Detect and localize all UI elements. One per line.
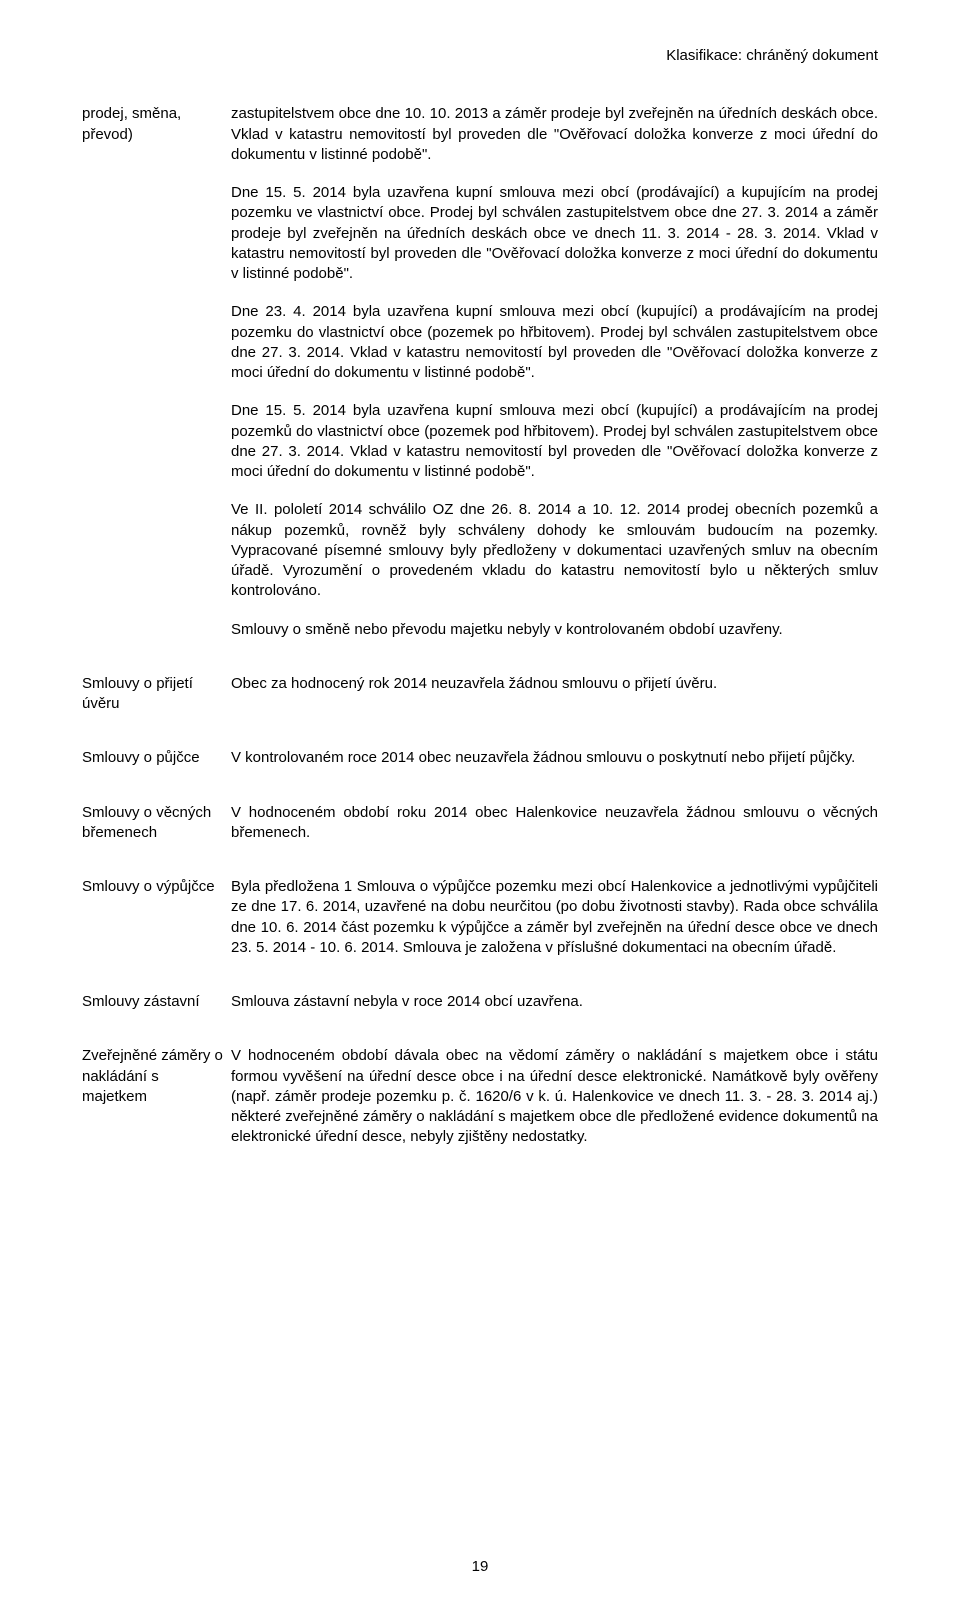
content-row: Smlouvy o půjčceV kontrolovaném roce 201… bbox=[82, 748, 878, 768]
document-page: Klasifikace: chráněný dokument prodej, s… bbox=[0, 0, 960, 1613]
row-label: Smlouvy o přijetí úvěru bbox=[82, 674, 231, 715]
content-row: Smlouvy zástavníSmlouva zástavní nebyla … bbox=[82, 992, 878, 1012]
paragraph: Dne 15. 5. 2014 byla uzavřena kupní smlo… bbox=[231, 183, 878, 284]
paragraph: Obec za hodnocený rok 2014 neuzavřela žá… bbox=[231, 674, 878, 694]
row-content: Smlouva zástavní nebyla v roce 2014 obcí… bbox=[231, 992, 878, 1012]
paragraph: zastupitelstvem obce dne 10. 10. 2013 a … bbox=[231, 104, 878, 165]
paragraph: Ve II. pololetí 2014 schválilo OZ dne 26… bbox=[231, 500, 878, 601]
content-row: Smlouvy o výpůjčceByla předložena 1 Smlo… bbox=[82, 877, 878, 958]
row-content: V hodnoceném období roku 2014 obec Halen… bbox=[231, 803, 878, 844]
row-content: Obec za hodnocený rok 2014 neuzavřela žá… bbox=[231, 674, 878, 694]
row-label: Smlouvy o věcných břemenech bbox=[82, 803, 231, 844]
row-content: Byla předložena 1 Smlouva o výpůjčce poz… bbox=[231, 877, 878, 958]
paragraph: V hodnoceném období dávala obec na vědom… bbox=[231, 1046, 878, 1147]
classification-header: Klasifikace: chráněný dokument bbox=[82, 46, 878, 66]
paragraph: Byla předložena 1 Smlouva o výpůjčce poz… bbox=[231, 877, 878, 958]
row-label: Smlouvy o výpůjčce bbox=[82, 877, 231, 897]
content-row: Smlouvy o přijetí úvěruObec za hodnocený… bbox=[82, 674, 878, 715]
content-row: prodej, směna, převod)zastupitelstvem ob… bbox=[82, 104, 878, 640]
paragraph: V kontrolovaném roce 2014 obec neuzavřel… bbox=[231, 748, 878, 768]
paragraph: V hodnoceném období roku 2014 obec Halen… bbox=[231, 803, 878, 844]
row-label: Smlouvy zástavní bbox=[82, 992, 231, 1012]
paragraph: Smlouva zástavní nebyla v roce 2014 obcí… bbox=[231, 992, 878, 1012]
content-row: Zveřejněné záměry o nakládání s majetkem… bbox=[82, 1046, 878, 1147]
content-row: Smlouvy o věcných břemenechV hodnoceném … bbox=[82, 803, 878, 844]
row-content: zastupitelstvem obce dne 10. 10. 2013 a … bbox=[231, 104, 878, 640]
row-content: V kontrolovaném roce 2014 obec neuzavřel… bbox=[231, 748, 878, 768]
paragraph: Dne 15. 5. 2014 byla uzavřena kupní smlo… bbox=[231, 401, 878, 482]
page-number: 19 bbox=[0, 1557, 960, 1577]
row-label: prodej, směna, převod) bbox=[82, 104, 231, 145]
row-label: Smlouvy o půjčce bbox=[82, 748, 231, 768]
content-rows: prodej, směna, převod)zastupitelstvem ob… bbox=[82, 104, 878, 1147]
row-label: Zveřejněné záměry o nakládání s majetkem bbox=[82, 1046, 231, 1107]
row-content: V hodnoceném období dávala obec na vědom… bbox=[231, 1046, 878, 1147]
paragraph: Dne 23. 4. 2014 byla uzavřena kupní smlo… bbox=[231, 302, 878, 383]
paragraph: Smlouvy o směně nebo převodu majetku neb… bbox=[231, 620, 878, 640]
